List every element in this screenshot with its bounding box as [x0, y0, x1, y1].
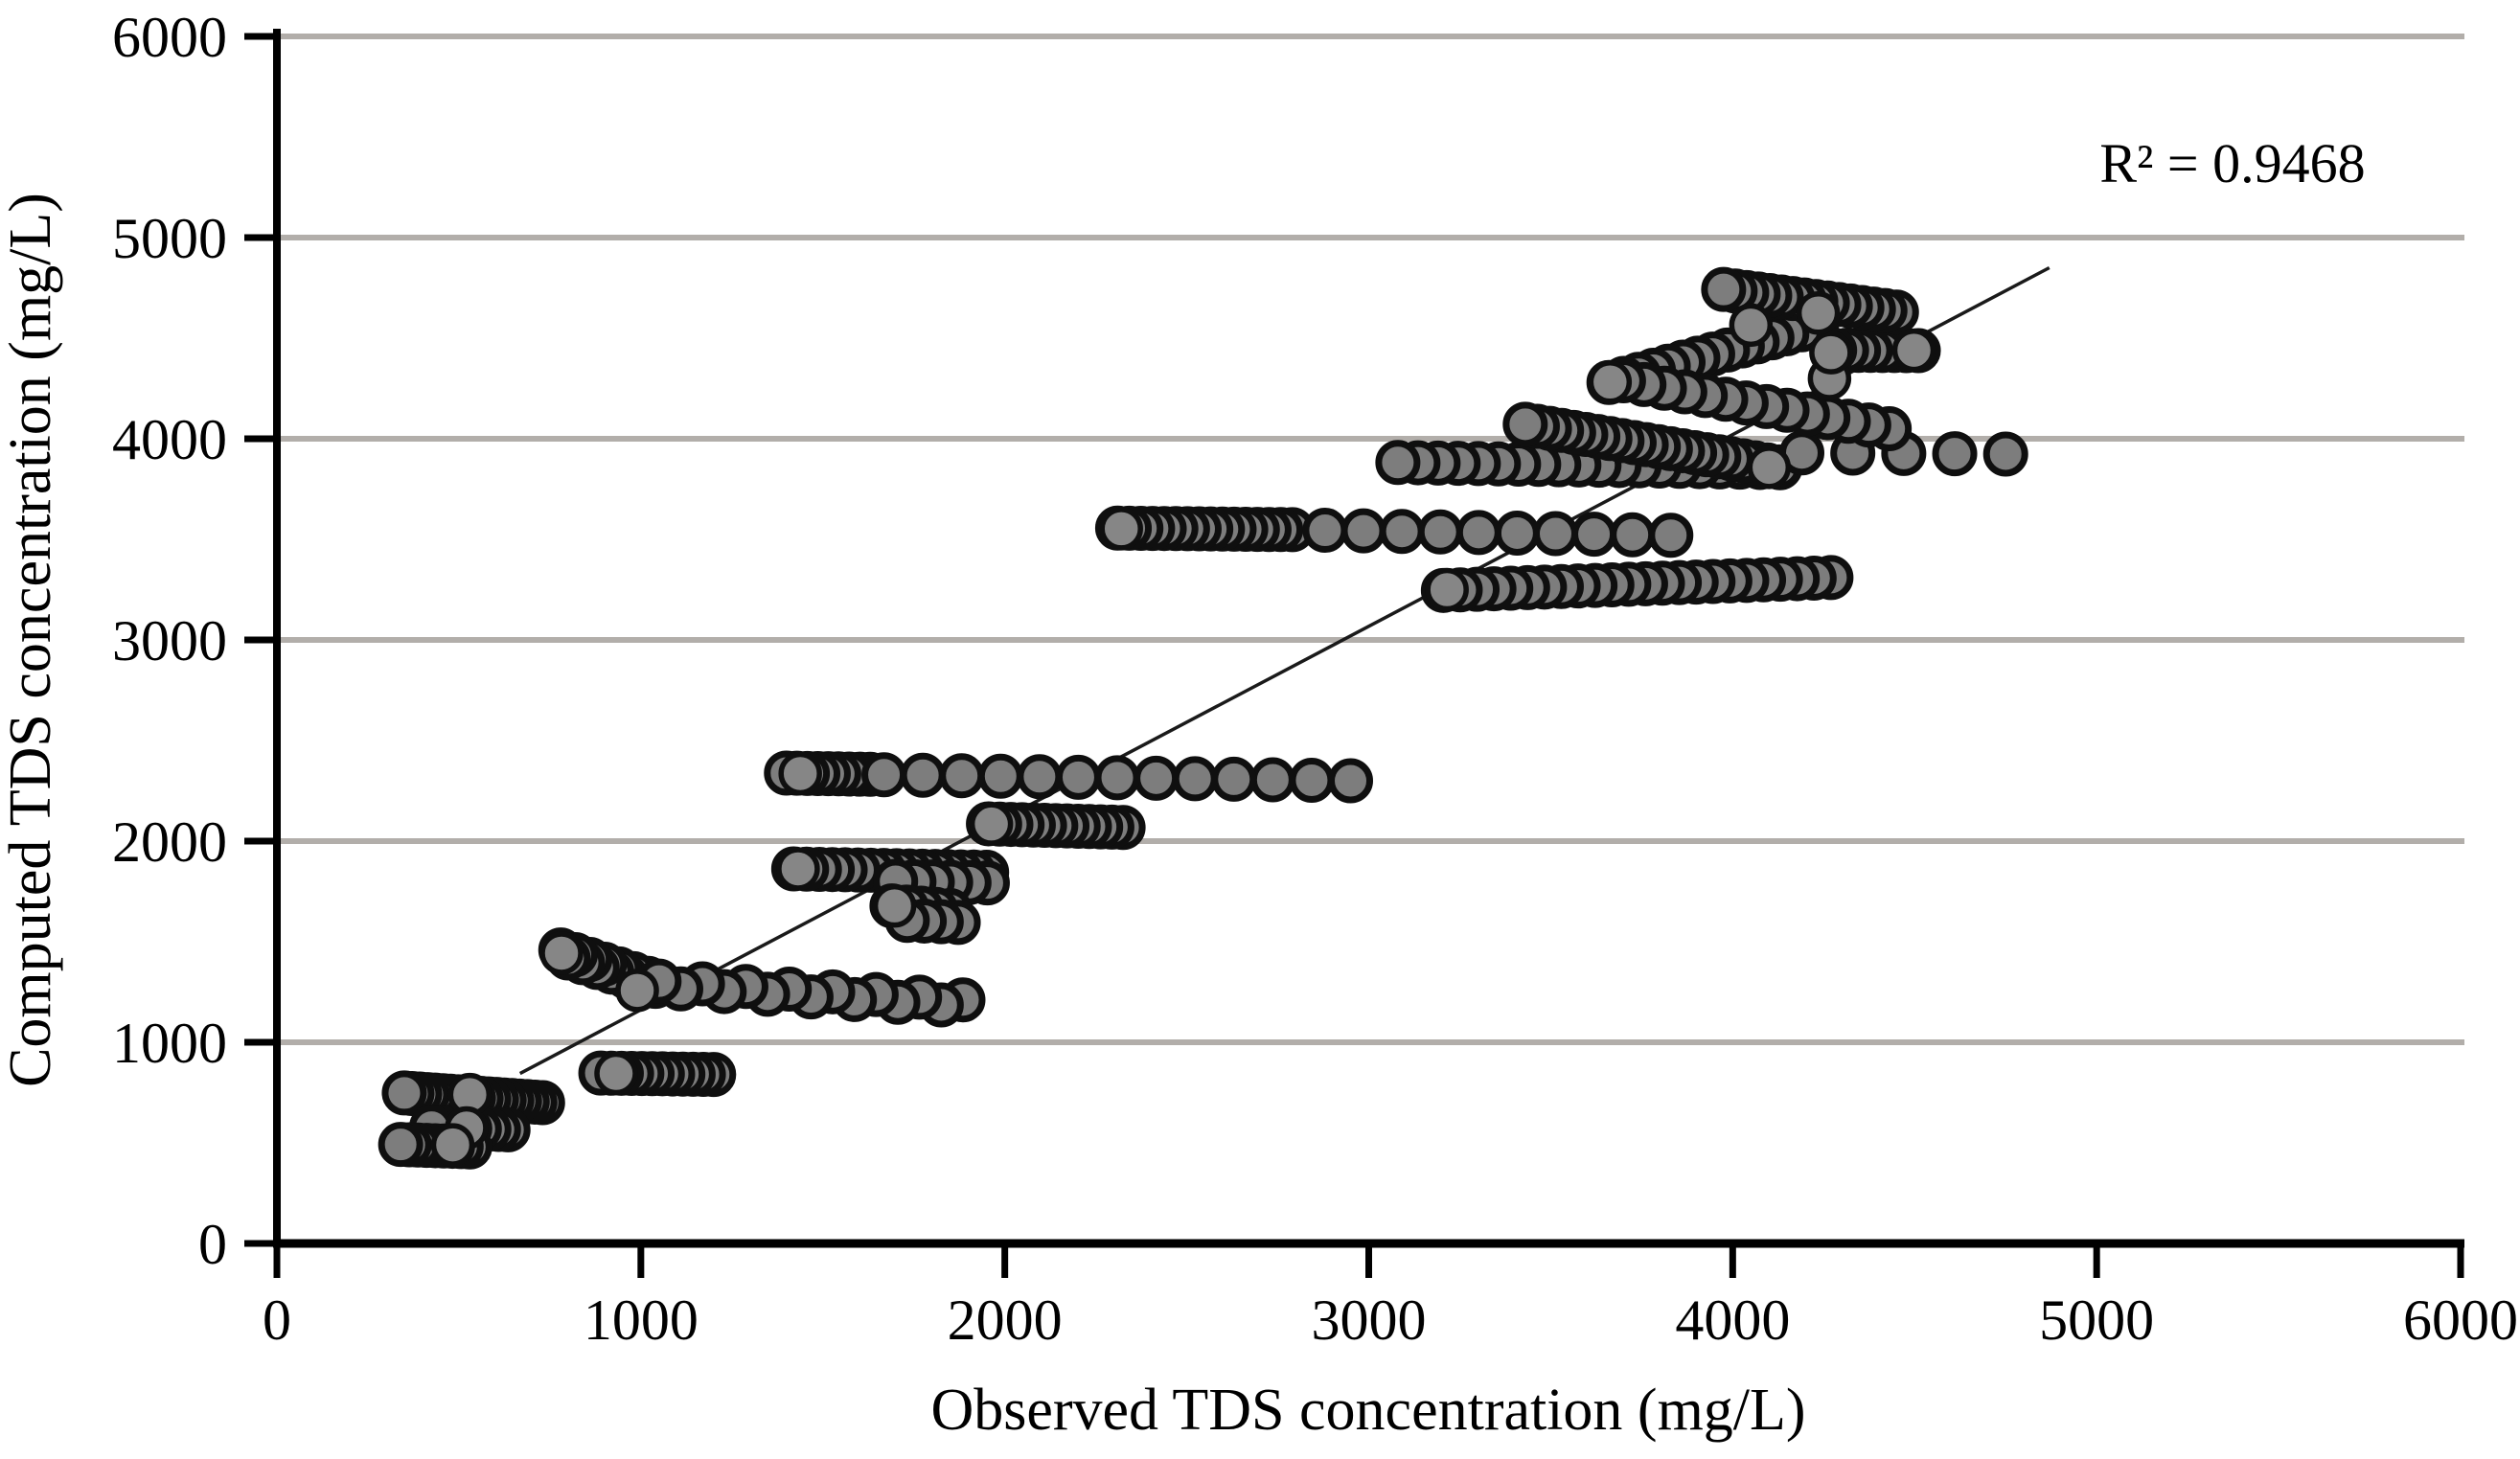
x-tick-label: 5000 [2039, 1288, 2154, 1352]
y-axis-title: Computed TDS concentration (mg/L) [0, 193, 63, 1087]
data-point [1502, 401, 1548, 447]
y-tick-label: 3000 [112, 609, 227, 673]
data-point-accent [615, 969, 659, 1013]
x-tick-label: 2000 [948, 1288, 1063, 1352]
data-point-accent [778, 751, 822, 796]
y-tick-label: 2000 [112, 810, 227, 874]
data-point-accent [1729, 303, 1774, 348]
data-point [977, 753, 1023, 799]
data-point-accent [1588, 360, 1633, 404]
y-tick-label: 0 [198, 1213, 227, 1276]
data-point [1055, 754, 1101, 800]
y-tick-label: 4000 [112, 408, 227, 471]
y-tick-label: 6000 [112, 6, 227, 69]
data-point [1172, 756, 1218, 802]
data-point [1932, 431, 1978, 477]
data-point-accent [430, 1123, 475, 1167]
data-point [1494, 510, 1540, 556]
x-axis-title: Observed TDS concentration (mg/L) [930, 1378, 1805, 1443]
data-point-accent [776, 847, 820, 891]
data-point [378, 1122, 424, 1168]
data-point [939, 753, 985, 799]
y-tick-label: 5000 [112, 207, 227, 270]
data-point-accent [1747, 445, 1792, 490]
tick-marks [244, 33, 2464, 1278]
gridlines [277, 34, 2464, 1045]
data-point-accent [969, 802, 1014, 846]
data-point [1571, 512, 1617, 558]
y-tick-label: 1000 [112, 1012, 227, 1075]
x-tick-label: 3000 [1312, 1288, 1427, 1352]
data-point [1455, 510, 1501, 556]
data-point-accent [594, 1051, 638, 1096]
x-tick-label: 0 [263, 1288, 291, 1352]
data-point [1328, 758, 1374, 804]
data-point [1094, 755, 1140, 801]
data-point [1375, 440, 1421, 486]
r-squared-annotation: R² = 0.9468 [2099, 132, 2365, 194]
data-point [381, 1070, 427, 1116]
data-point [1134, 755, 1180, 801]
axes [273, 29, 2464, 1248]
data-point [1289, 757, 1335, 803]
x-tick-label: 1000 [584, 1288, 699, 1352]
x-tick-label: 4000 [1675, 1288, 1790, 1352]
data-point [1610, 512, 1656, 558]
data-point [900, 752, 946, 798]
data-point [1648, 513, 1694, 559]
data-point-accent [539, 931, 584, 975]
data-point [1701, 266, 1747, 312]
data-point [1417, 509, 1463, 555]
data-point-accent [1099, 507, 1143, 551]
data-point [1340, 508, 1386, 554]
data-point [861, 752, 907, 798]
tick-labels: 0 1000 2000 3000 4000 5000 6000 0 1000 2000 3000 40… [112, 6, 2518, 1352]
data-point [1017, 754, 1063, 800]
data-point [1302, 508, 1348, 554]
data-point-accent [1425, 567, 1469, 612]
data-point-accent [1809, 331, 1853, 375]
data-point [1982, 431, 2028, 477]
data-point [1532, 511, 1578, 557]
data-point [1379, 509, 1425, 555]
x-tick-label: 6000 [2403, 1288, 2518, 1352]
accent-data-points [430, 291, 1936, 1167]
data-point [1211, 756, 1257, 802]
data-point-accent [872, 883, 917, 928]
data-point-accent [1796, 291, 1841, 335]
data-points [378, 266, 2028, 1170]
data-point-accent [1891, 328, 1936, 373]
data-point [1249, 757, 1295, 803]
